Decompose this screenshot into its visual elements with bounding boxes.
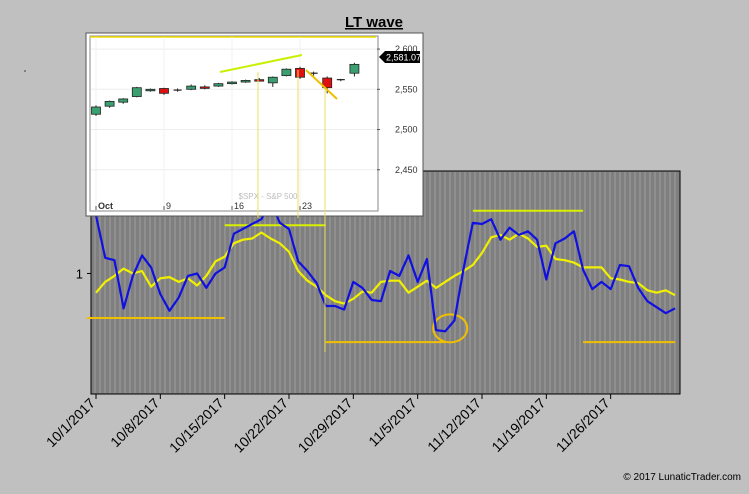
inset-y-axis: 2,450 2,500 2,550 2,600 bbox=[377, 44, 418, 175]
candlestick bbox=[336, 78, 345, 82]
series-lines bbox=[94, 200, 676, 333]
stray-dot bbox=[24, 70, 26, 72]
candlestick bbox=[213, 82, 224, 87]
inset-candles bbox=[91, 62, 360, 116]
inset-plot-area bbox=[89, 35, 379, 212]
candlestick bbox=[254, 78, 265, 82]
price-badge-shape bbox=[379, 51, 420, 63]
candle-body bbox=[213, 83, 224, 87]
inset-y-tick-label: 2,550 bbox=[395, 84, 418, 94]
candle-body bbox=[186, 85, 197, 90]
candle-body bbox=[227, 81, 237, 85]
candlestick bbox=[159, 87, 169, 95]
x-tick-label: 10/15/2017 bbox=[166, 395, 227, 456]
series-line-blue bbox=[94, 200, 676, 333]
x-axis: 10/1/2017 10/8/2017 10/15/2017 10/22/2017 10… bbox=[43, 394, 613, 456]
chart-title: LT wave bbox=[345, 14, 403, 31]
y-tick-label: 1 bbox=[76, 266, 83, 281]
inset-x-tick-label: 23 bbox=[302, 201, 312, 211]
x-tick-label: 11/19/2017 bbox=[488, 395, 548, 455]
last-price-label: 2,581.07 bbox=[386, 53, 421, 63]
x-tick-label: 10/8/2017 bbox=[107, 395, 163, 451]
inset-y-tick-label: 2,600 bbox=[395, 44, 418, 54]
candlestick bbox=[227, 81, 237, 85]
candle-body bbox=[118, 98, 129, 103]
series-line-yellow bbox=[95, 231, 676, 305]
annotations bbox=[86, 209, 675, 344]
candlestick bbox=[91, 105, 101, 116]
candle-body bbox=[199, 86, 210, 89]
x-tick-label: 10/1/2017 bbox=[43, 395, 99, 451]
candle-body bbox=[104, 100, 115, 107]
candle-body bbox=[322, 77, 333, 89]
candlestick bbox=[240, 79, 251, 83]
candle-body bbox=[131, 87, 142, 97]
candlestick bbox=[131, 86, 142, 98]
x-tick-label: 10/29/2017 bbox=[295, 395, 356, 456]
candle-body bbox=[254, 79, 265, 82]
inset-last-price-badge: 2,581.07 bbox=[379, 51, 421, 63]
candle-body bbox=[91, 106, 101, 115]
inset-x-tick-label: Oct bbox=[98, 201, 113, 211]
candle-body bbox=[145, 88, 156, 92]
candlestick bbox=[295, 66, 305, 79]
candlestick bbox=[349, 62, 360, 77]
inset-y-tick-label: 2,500 bbox=[395, 125, 418, 135]
x-tick-label: 11/26/2017 bbox=[553, 395, 613, 455]
candle-body bbox=[349, 63, 360, 74]
inset-x-tick-label: 16 bbox=[234, 201, 244, 211]
inset-x-tick-label: 9 bbox=[166, 201, 171, 211]
candlestick bbox=[281, 68, 292, 77]
inset-x-axis: Oct 9 16 23 bbox=[95, 201, 312, 211]
x-tick-label: 11/5/2017 bbox=[365, 395, 420, 450]
candle-body bbox=[159, 88, 169, 94]
candlestick bbox=[309, 71, 318, 76]
highlight-circle bbox=[432, 313, 469, 344]
inset-y-tick-label: 2,450 bbox=[395, 165, 418, 175]
candlestick bbox=[186, 84, 197, 91]
candle-body bbox=[240, 80, 251, 83]
x-tick-label: 10/22/2017 bbox=[230, 395, 291, 456]
candlestick bbox=[199, 85, 210, 90]
candlestick bbox=[118, 98, 129, 104]
candle-body bbox=[281, 68, 292, 77]
inset-upper-trendline bbox=[219, 54, 303, 73]
inset-lower-trendline bbox=[305, 69, 338, 100]
candlestick bbox=[267, 76, 278, 87]
candle-body bbox=[267, 76, 278, 84]
candlestick bbox=[173, 88, 182, 92]
candle-body bbox=[295, 67, 305, 78]
y-axis: 1 bbox=[76, 266, 91, 281]
copyright-footer: © 2017 LunaticTrader.com bbox=[623, 472, 741, 483]
inset-candlestick-chart: $SPX - S&P 500 2,450 2,500 2,550 2,600 Oct 9… bbox=[85, 32, 424, 217]
candlestick bbox=[104, 100, 115, 108]
x-tick-label: 11/12/2017 bbox=[424, 395, 484, 455]
candlestick bbox=[145, 88, 156, 92]
inset-watermark: $SPX - S&P 500 bbox=[239, 192, 299, 201]
